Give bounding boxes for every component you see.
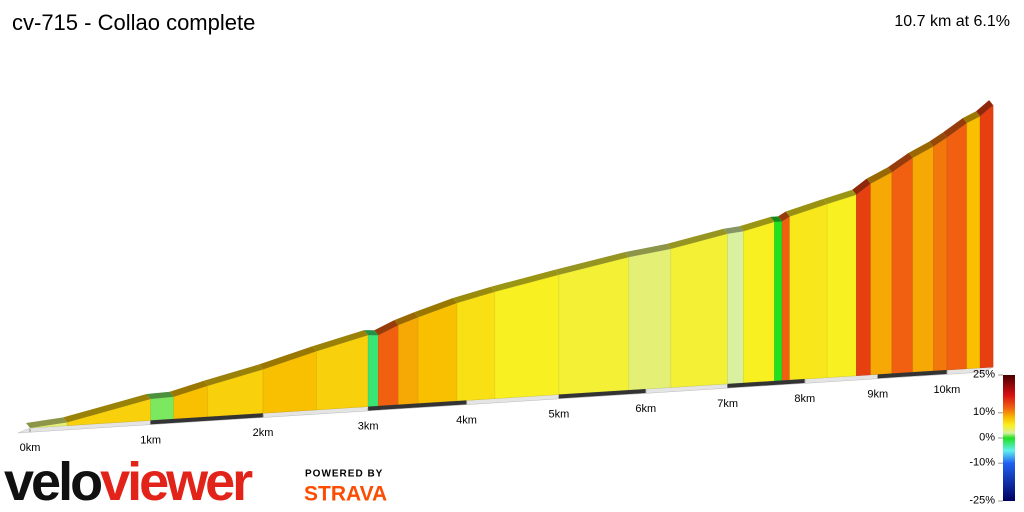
x-tick-label: 3km: [358, 421, 379, 433]
logo: veloviewer: [4, 452, 253, 512]
powered-by: POWERED BY: [305, 469, 383, 480]
segment: [966, 115, 981, 369]
x-tick-label: 7km: [717, 398, 738, 410]
segment: [628, 248, 672, 391]
segment: [378, 324, 399, 407]
segment-top: [739, 216, 775, 232]
chart-title: cv-715 - Collao complete: [12, 10, 255, 35]
segment: [946, 122, 968, 371]
segment: [933, 137, 948, 372]
segment-top: [414, 297, 457, 318]
segment-top: [364, 330, 379, 336]
x-tick-label: 5km: [549, 408, 570, 420]
segment-top: [778, 211, 790, 222]
segment: [743, 221, 775, 384]
segment-top: [823, 189, 857, 205]
x-tick-label: 1km: [140, 434, 161, 446]
colorbar-label: 10%: [973, 406, 995, 418]
segment-top: [624, 243, 671, 258]
km-bar: [877, 370, 948, 379]
segment-top: [169, 380, 208, 397]
segment-top: [666, 228, 728, 249]
segment: [398, 316, 419, 405]
segment: [150, 396, 174, 421]
segment: [826, 194, 857, 378]
km-bar: [150, 413, 264, 425]
segment-top: [374, 320, 399, 336]
segment: [912, 146, 934, 373]
segment-top: [203, 364, 264, 386]
colorbar-label: -10%: [969, 457, 995, 469]
segment-top: [554, 252, 629, 275]
segment-top: [866, 167, 892, 184]
colorbar: [1003, 375, 1015, 501]
segment-top: [146, 391, 174, 399]
segment: [891, 157, 914, 374]
segment-top: [962, 111, 981, 123]
km-bar: [558, 389, 646, 399]
segment: [670, 233, 728, 388]
x-tick-label: 0km: [20, 442, 41, 454]
segment-top: [785, 199, 828, 217]
segment-top: [770, 216, 783, 222]
logo-left: velo: [4, 452, 101, 512]
km-bar: [368, 400, 467, 411]
colorbar-label: 25%: [973, 368, 995, 380]
x-tick-label: 4km: [456, 414, 477, 426]
strava: STRAVA: [304, 483, 387, 506]
segment-top: [852, 178, 871, 195]
segment-top: [394, 312, 419, 326]
segment-top: [976, 100, 994, 117]
x-tick-label: 10km: [933, 384, 960, 396]
segment: [727, 231, 744, 385]
segment: [774, 221, 783, 382]
logo-right: viewer: [100, 452, 253, 512]
segment: [979, 104, 994, 369]
segment-top: [929, 132, 947, 147]
chart-subtitle: 10.7 km at 6.1%: [894, 13, 1010, 30]
segment: [781, 216, 790, 381]
x-tick-label: 6km: [635, 403, 656, 415]
colorbar-label: -25%: [969, 494, 995, 506]
x-tick-label: 8km: [794, 393, 815, 405]
segment-top: [312, 330, 369, 352]
segment-top: [490, 269, 559, 292]
segment: [494, 274, 560, 399]
segment: [417, 302, 458, 404]
segment: [367, 334, 379, 407]
segment: [558, 256, 630, 395]
segment: [456, 291, 496, 402]
x-tick-label: 9km: [867, 388, 888, 400]
segment: [856, 183, 871, 376]
segment: [789, 203, 828, 381]
km-bar: [727, 378, 805, 388]
segment-top: [908, 141, 934, 158]
segment-top: [26, 417, 68, 428]
segment-top: [887, 152, 913, 173]
colorbar-label: 0%: [979, 431, 995, 443]
segment-top: [942, 117, 967, 138]
segment-top: [723, 226, 744, 234]
x-tick-label: 2km: [253, 427, 274, 439]
segment-top: [259, 346, 317, 370]
segment: [870, 171, 893, 376]
segment-top: [63, 393, 151, 423]
segment-top: [452, 286, 495, 303]
